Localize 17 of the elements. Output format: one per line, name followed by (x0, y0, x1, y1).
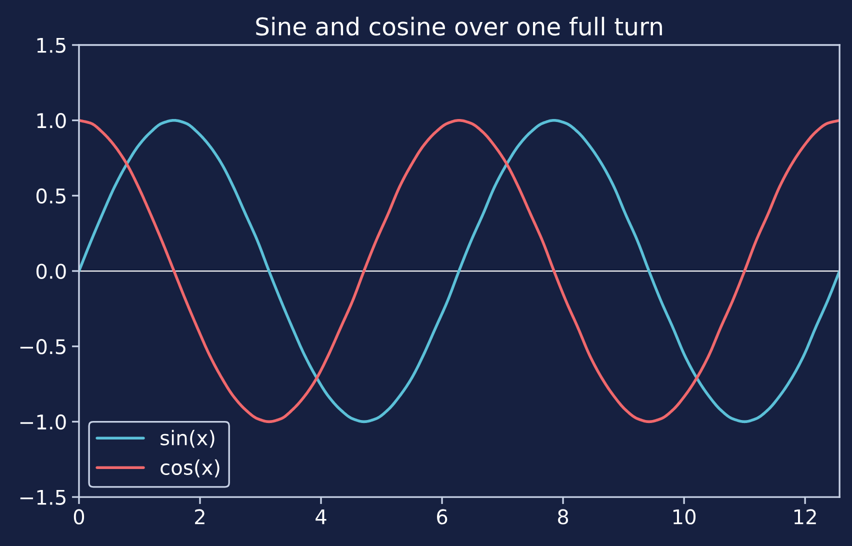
x-tick-label: 6 (437, 509, 448, 524)
x-tick-label: 10 (673, 509, 696, 524)
legend-label: sin(x) (160, 430, 214, 448)
y-tick-label: 0.5 (36, 188, 66, 204)
x-tick-label: 2 (195, 509, 204, 524)
legend-label: cos(x) (160, 459, 220, 478)
y-tick-label: 1.5 (37, 38, 66, 53)
y-tick-label: 1.0 (37, 113, 66, 128)
x-tick-label: 0 (74, 509, 84, 524)
x-tick-label: 12 (794, 509, 816, 524)
x-tick-label: 4 (316, 509, 326, 524)
y-tick-label: −1.5 (20, 490, 66, 505)
y-tick-label: −1.0 (20, 414, 66, 430)
y-tick-label: −0.5 (20, 339, 66, 354)
chart-title: Sine and cosine over one full turn (256, 16, 662, 36)
y-tick-label: 0.0 (36, 264, 66, 279)
x-tick-label: 8 (558, 509, 568, 524)
